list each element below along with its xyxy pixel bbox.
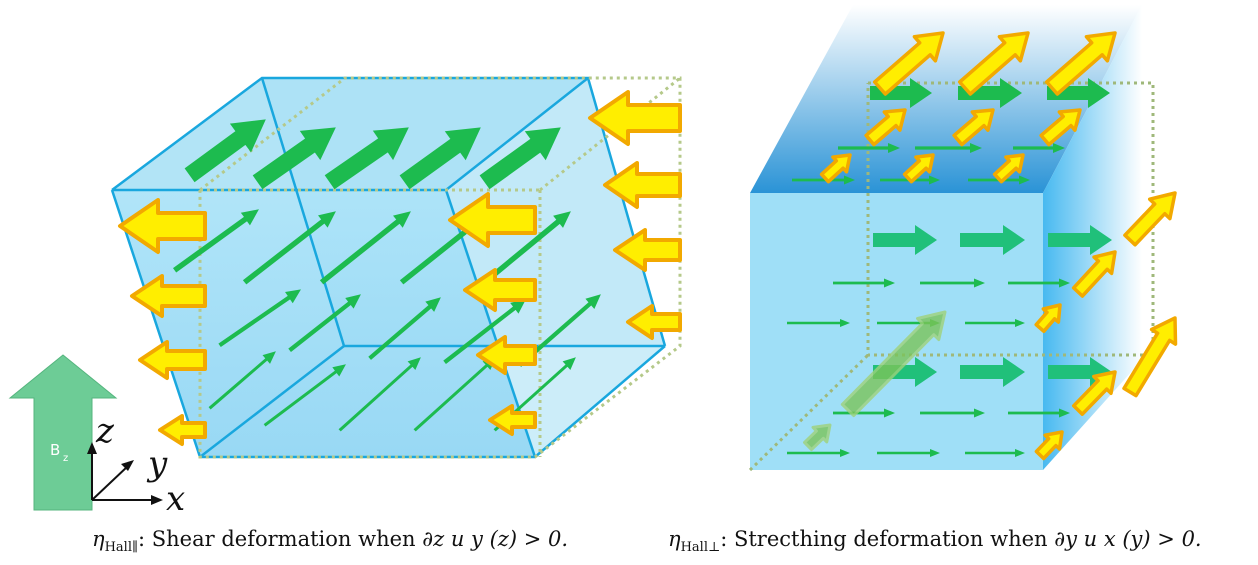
stretch-arrow-mid (960, 225, 1025, 255)
shear-arrow-top (252, 127, 336, 190)
x-axis-label: x (166, 479, 185, 519)
force-arrow (992, 153, 1025, 184)
stretch-arrow-thin (920, 278, 985, 288)
stretch-arrow-diagonal (840, 310, 947, 418)
shear-arrow-top (324, 127, 409, 190)
shear-arrow-bottom (263, 364, 346, 427)
field-label: B (50, 441, 60, 459)
force-arrows-right (819, 31, 1178, 461)
box-top-face (112, 78, 588, 190)
shear-arrow-low (218, 289, 301, 347)
stretch-arrow-thin (1008, 278, 1070, 288)
shear-arrow-mid (319, 211, 411, 285)
force-arrow (1071, 370, 1117, 416)
force-arrow (1034, 303, 1062, 334)
shear-arrow-top (399, 127, 481, 190)
stretch-arrow-thin (787, 319, 850, 327)
stretch-arrow-thin (838, 143, 900, 153)
force-arrow (1071, 250, 1117, 298)
eta-symbol: η (668, 527, 681, 551)
shear-arrow-mid (242, 211, 336, 285)
force-arrow (463, 268, 537, 312)
y-axis-label: y (146, 444, 168, 484)
force-arrows-left (118, 90, 682, 446)
caption-text: : Shear deformation when ∂ (138, 527, 434, 551)
stretch-arrow-top (958, 78, 1022, 108)
shear-arrow-top (479, 127, 561, 190)
stretch-arrow-top (870, 78, 932, 108)
force-arrow (1044, 31, 1117, 96)
force-arrow (613, 228, 682, 272)
force-arrow (448, 192, 537, 248)
shear-arrow-mid (173, 209, 259, 273)
stretch-arrow-thin (920, 408, 985, 418)
stretch-arrow-diagonal (803, 423, 832, 452)
stretch-arrow-thin (877, 449, 940, 457)
force-arrow (1039, 108, 1082, 147)
stretch-arrow-low (873, 357, 937, 387)
force-arrow (1034, 430, 1064, 461)
field-subscript: z (63, 453, 68, 464)
caption-math: y u x (y) > 0. (1065, 527, 1202, 551)
force-arrow (819, 153, 852, 184)
force-arrow (902, 153, 935, 184)
caption-math: z u y (z) > 0. (433, 527, 569, 551)
stretch-arrow-thin (1008, 408, 1070, 418)
force-arrow (626, 304, 682, 340)
shear-arrow-bottom (338, 357, 421, 432)
z-axis-label: z (95, 411, 115, 451)
stretch-arrow-thin (787, 449, 850, 457)
stretch-arrow-low (960, 357, 1025, 387)
force-arrow (476, 335, 537, 375)
force-arrow (957, 31, 1030, 96)
force-arrow (138, 340, 207, 380)
stretch-arrow-thin (915, 143, 982, 153)
force-arrow (603, 161, 682, 209)
eta-subscript: Hall⊥ (680, 540, 721, 556)
shear-arrow-low (368, 297, 441, 360)
stretch-arrow-thin (792, 175, 855, 185)
coordinate-axes (87, 442, 163, 505)
force-arrow (118, 198, 207, 254)
shear-arrow-low (288, 294, 361, 353)
cube-front-face (750, 193, 1043, 470)
force-arrow (588, 90, 682, 146)
force-arrow (1123, 191, 1177, 247)
stretch-arrow-thin (833, 278, 895, 288)
force-arrow (952, 108, 995, 147)
shear-flow-arrows (173, 119, 601, 432)
force-arrow (158, 414, 207, 446)
shear-arrow-bottom (208, 351, 276, 410)
force-arrow (864, 108, 907, 147)
stretch-flow-arrows (787, 78, 1112, 457)
eta-subscript: Hall∥ (104, 540, 139, 556)
stretch-arrow-thin (1013, 143, 1065, 153)
eta-symbol: η (92, 527, 105, 551)
force-arrow (1122, 316, 1178, 398)
shear-arrow-top (184, 119, 266, 183)
force-arrow (130, 274, 207, 318)
stretch-arrow-mid (1048, 225, 1112, 255)
caption-left: ηHall∥: Shear deformation when ∂z u y (z… (92, 527, 568, 555)
stretch-arrow-thin (965, 319, 1025, 327)
caption-right: ηHall⊥: Strecthing deformation when ∂y u… (668, 527, 1202, 555)
stretch-arrow-thin (965, 449, 1025, 457)
stretch-arrow-thin (833, 408, 895, 418)
stretch-arrow-thin (877, 319, 940, 327)
cube-top-face (750, 5, 1142, 193)
stretched-cube (748, 5, 1178, 472)
force-arrow (872, 31, 945, 96)
sheared-box (110, 76, 682, 459)
stretch-arrow-top (1047, 78, 1110, 108)
force-arrow (488, 404, 537, 436)
caption-text: : Strecthing deformation when ∂ (720, 527, 1066, 551)
stretch-arrow-mid (873, 225, 937, 255)
